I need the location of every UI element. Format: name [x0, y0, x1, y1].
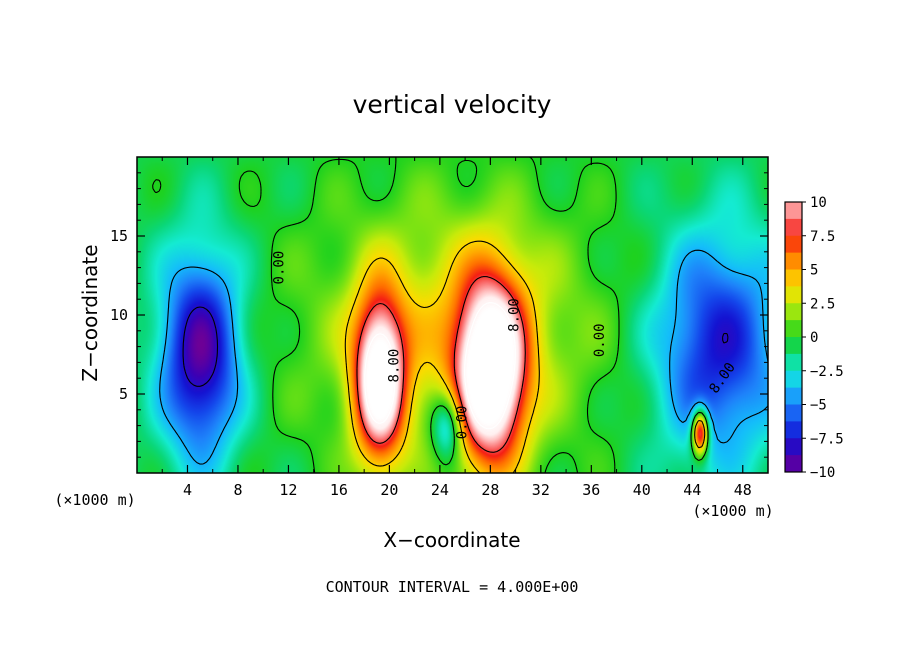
contour-line [159, 249, 769, 465]
colorbar-tick-label: 5 [810, 263, 818, 279]
chart-title: vertical velocity [353, 90, 552, 119]
colorbar-swatch [785, 202, 802, 220]
colorbar-swatch [785, 455, 802, 473]
x-tick-label: 20 [380, 481, 398, 499]
y-tick-label: 10 [110, 306, 128, 324]
colorbar-tick-label: 0 [810, 330, 818, 346]
contour-label: 0.00 [455, 406, 471, 440]
colorbar-swatch [785, 269, 802, 287]
colorbar-swatch [785, 404, 802, 422]
x-tick-label: 12 [279, 481, 297, 499]
colorbar-swatch [785, 421, 802, 439]
contour-line [356, 275, 526, 453]
colorbar-tick-label: −7.5 [810, 431, 844, 447]
contour-label: 8.00 [386, 349, 402, 383]
x-unit-label: (×1000 m) [54, 491, 135, 509]
contour-line [182, 306, 729, 387]
colorbar-tick-label: 2.5 [810, 296, 835, 312]
colorbar-swatch [785, 337, 802, 355]
contour-line [344, 240, 706, 474]
x-tick-label: 28 [481, 481, 499, 499]
contour-line [364, 302, 516, 430]
y-axis-ticks: 5 10 15 [110, 172, 768, 458]
colorbar-tick-label: −5 [810, 398, 827, 414]
x-axis-ticks: 4 8 12 16 20 24 28 32 36 40 44 48 [161, 157, 752, 499]
plot-area: 0.008.000.008.000.008.00 4 8 12 16 20 24 28 32 3… [110, 156, 769, 499]
contour-label: 0.00 [272, 251, 288, 285]
colorbar-swatch [785, 353, 802, 372]
x-unit-label-right: (×1000 m) [692, 502, 773, 520]
colorbar-tick-label: 7.5 [810, 229, 835, 245]
y-tick-label: 5 [119, 385, 128, 403]
colorbar-tick-label: −10 [810, 465, 835, 481]
heatmap-field [137, 157, 768, 473]
y-axis-label: Z−coordinate [78, 244, 102, 381]
colorbar-swatch [785, 387, 802, 405]
contour-label: 0.00 [592, 323, 608, 357]
contour-interval-note: CONTOUR INTERVAL = 4.000E+00 [326, 578, 579, 596]
x-tick-label: 4 [183, 481, 192, 499]
colorbar-swatch [785, 370, 802, 389]
x-tick-label: 40 [633, 481, 651, 499]
contour-label: 8.00 [506, 298, 522, 332]
colorbar-swatch [785, 286, 802, 304]
colorbar-swatch [785, 438, 802, 456]
colorbar-swatch [785, 235, 802, 254]
contour-lines [152, 156, 769, 474]
colorbar-swatch [785, 303, 802, 321]
colorbar-swatch [785, 252, 802, 270]
x-tick-label: 16 [330, 481, 348, 499]
y-tick-label: 15 [110, 227, 128, 245]
x-axis-label: X−coordinate [383, 528, 520, 552]
contour-line [152, 156, 709, 474]
x-tick-label: 48 [734, 481, 752, 499]
colorbar: 10 7.5 5 2.5 0 −2.5 −5 −7.5 −10 [784, 195, 844, 481]
colorbar-swatch [785, 218, 802, 237]
colorbar-swatch [785, 320, 802, 338]
x-tick-label: 8 [233, 481, 242, 499]
x-tick-label: 44 [683, 481, 701, 499]
x-tick-label: 24 [431, 481, 449, 499]
x-tick-label: 32 [532, 481, 550, 499]
x-tick-label: 36 [582, 481, 600, 499]
colorbar-tick-label: 10 [810, 195, 827, 211]
colorbar-tick-label: −2.5 [810, 364, 844, 380]
